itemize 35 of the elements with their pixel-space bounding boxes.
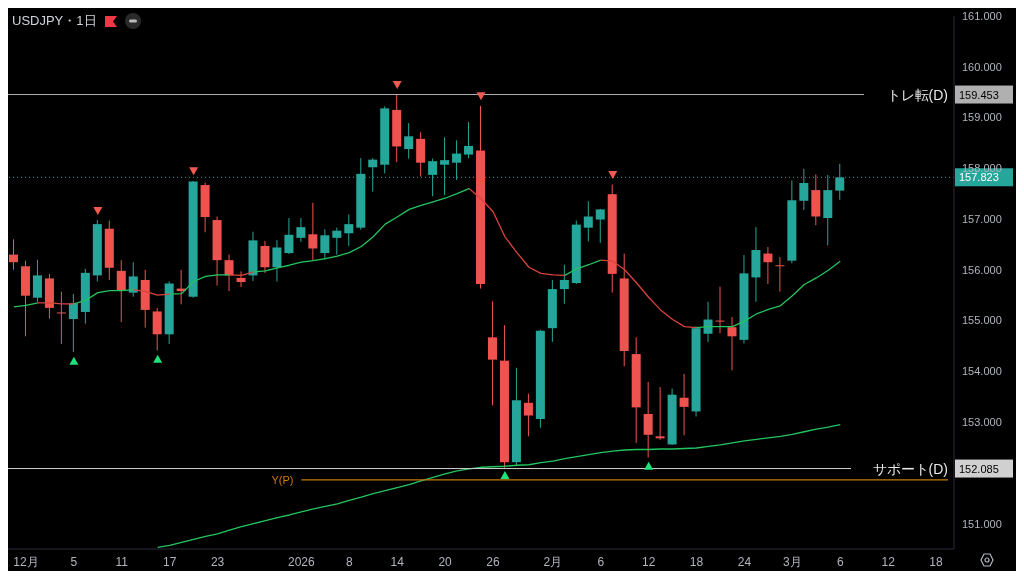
- x-tick-label: 12: [881, 554, 896, 569]
- x-tick-label: 12: [641, 554, 656, 569]
- y-tick-label: 157.000: [962, 212, 1002, 225]
- text: 152.085: [959, 462, 999, 475]
- x-tick-label: 17: [162, 554, 177, 569]
- y-tick-label: 161.000: [962, 9, 1002, 22]
- x-tick-label: 18: [929, 554, 944, 569]
- x-tick-label: 11: [115, 554, 129, 569]
- x-tick-label: 2026: [288, 554, 316, 569]
- y-tick-label: 160.000: [962, 60, 1002, 73]
- y-tick-label: 156.000: [962, 263, 1002, 276]
- x-tick-label: 24: [737, 554, 752, 569]
- x-tick-label: 5: [70, 554, 78, 569]
- x-tick-label: 3月: [783, 554, 802, 569]
- x-tick-label: 14: [390, 554, 405, 569]
- x-tick-label: 2月: [543, 554, 563, 569]
- y-tick-label: 155.000: [962, 314, 1002, 327]
- x-tick-label: 26: [486, 554, 500, 569]
- x-tick-label: 6: [836, 554, 844, 569]
- x-tick-label: 8: [345, 554, 353, 569]
- text: 157.823: [959, 171, 999, 184]
- chart-title: USDJPY・1日: [12, 12, 97, 30]
- series-label: Y(P): [271, 473, 294, 486]
- x-tick-label: 18: [689, 554, 704, 569]
- x-tick-label: 6: [597, 554, 605, 569]
- text: 159.453: [959, 88, 999, 101]
- y-tick-label: 153.000: [962, 416, 1002, 428]
- ref-line-label: トレ転(D): [886, 86, 948, 103]
- x-tick-label: 20: [438, 554, 453, 569]
- y-tick-label: 159.000: [962, 111, 1002, 124]
- y-tick-label: 151.000: [962, 517, 1002, 530]
- y-tick-label: 154.000: [962, 365, 1002, 378]
- ref-line-label: サポート(D): [872, 460, 948, 477]
- x-tick-label: 12月: [13, 554, 39, 569]
- x-tick-label: 23: [210, 554, 225, 569]
